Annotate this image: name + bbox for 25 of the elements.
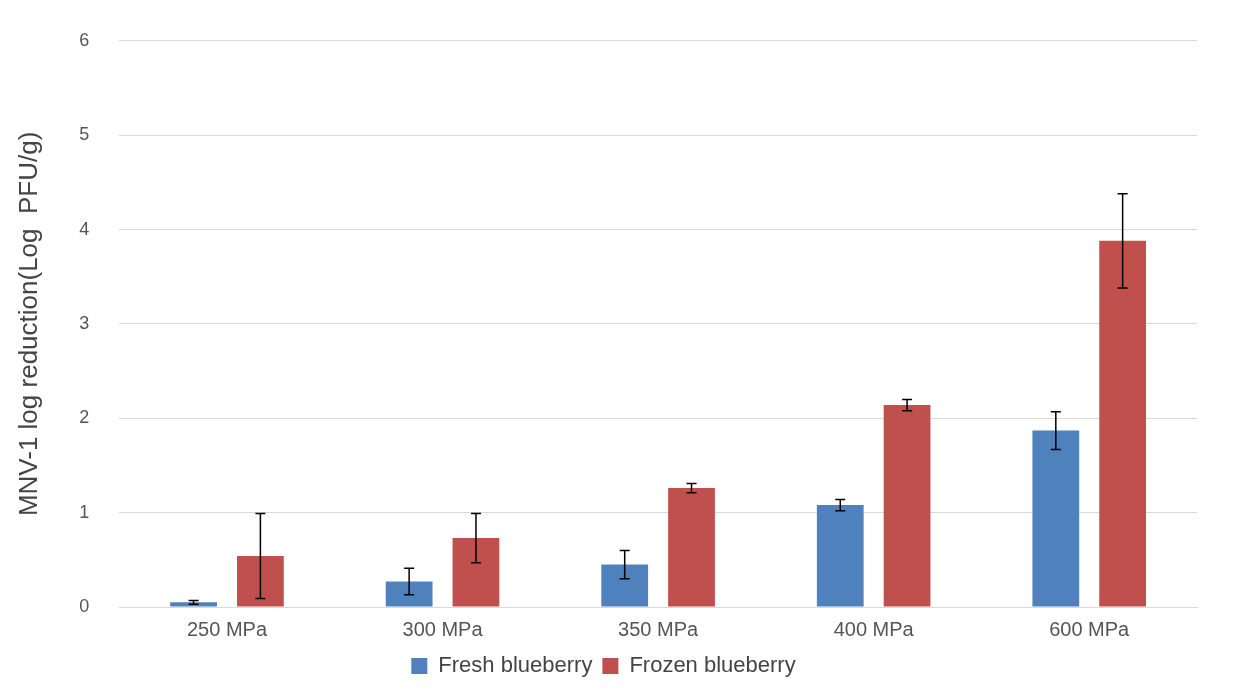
y-tick-label: 0 [79, 595, 90, 616]
x-tick-label: 600 MPa [1049, 617, 1131, 640]
y-tick-label: 1 [79, 501, 90, 522]
bar [668, 488, 715, 607]
x-tick-label: 300 MPa [402, 617, 484, 640]
y-axis-title: MNV-1 log reduction(Log PFU/g) [12, 131, 43, 517]
y-tick-label: 2 [79, 407, 90, 428]
x-tick-label: 250 MPa [186, 617, 268, 640]
bar [601, 564, 649, 607]
bar [883, 405, 931, 607]
x-tick-label: 400 MPa [833, 617, 915, 640]
bar [237, 556, 284, 607]
y-tick-label: 5 [79, 124, 90, 145]
x-tick-label: 350 MPa [618, 617, 699, 640]
legend-label: Frozen blueberry [629, 652, 796, 678]
y-tick-label: 6 [79, 29, 90, 50]
bar [816, 505, 864, 607]
y-tick-label: 4 [79, 218, 90, 239]
y-tick-label: 3 [79, 312, 90, 333]
bar [385, 581, 433, 607]
bar [170, 602, 217, 607]
bar [1099, 240, 1147, 607]
bar [1032, 430, 1080, 607]
legend-label: Fresh blueberry [438, 652, 593, 678]
bar [452, 538, 500, 607]
